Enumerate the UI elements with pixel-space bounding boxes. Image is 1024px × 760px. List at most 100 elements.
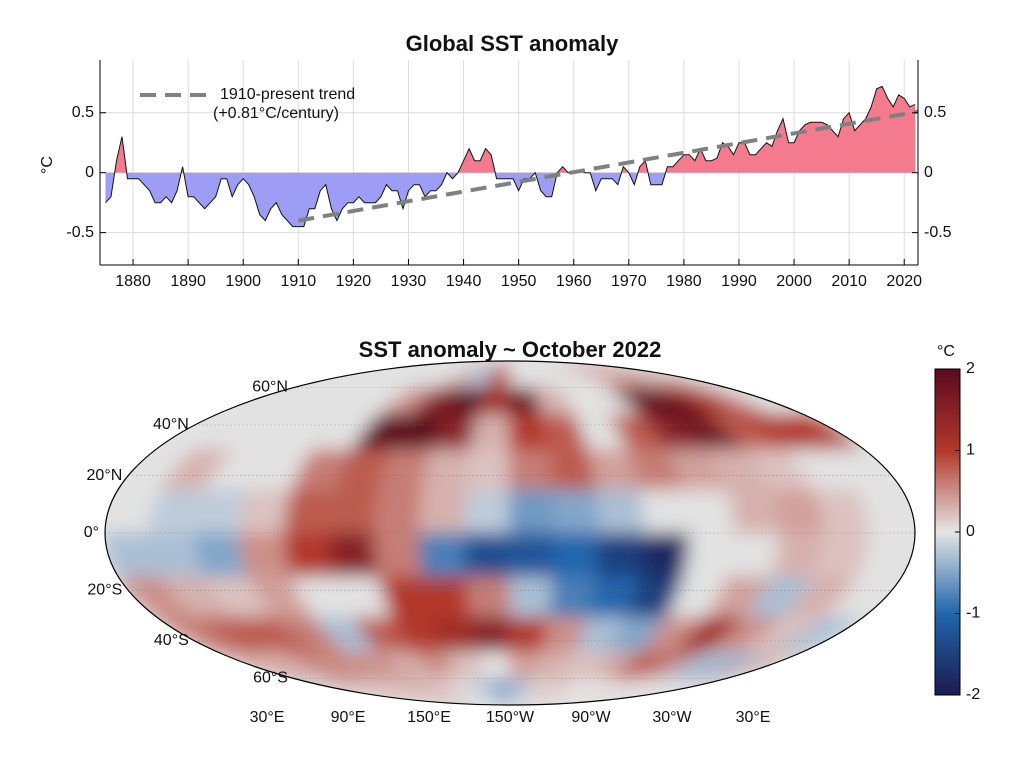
- anomaly-cell: [770, 533, 827, 577]
- anomaly-cell: [677, 387, 772, 415]
- anomaly-cell: [411, 651, 463, 679]
- anomaly-cell: [629, 387, 707, 415]
- anomaly-cell: [238, 489, 294, 533]
- anomaly-cell: [704, 617, 786, 652]
- lon-tick-label: 90°W: [571, 709, 611, 726]
- anomaly-cell: [105, 533, 163, 577]
- anomaly-cell: [639, 533, 692, 577]
- anomaly-cell: [509, 387, 544, 415]
- anomaly-cell: [744, 576, 816, 617]
- land-cell: [823, 576, 903, 617]
- anomaly-cell: [378, 449, 433, 490]
- land-cell: [234, 414, 316, 449]
- land-cell: [346, 387, 415, 415]
- legend-label: 1910-present trend: [220, 86, 355, 103]
- anomaly-cell: [557, 651, 609, 679]
- anomaly-cell: [508, 533, 557, 577]
- x-tick-label: 1930: [391, 273, 427, 290]
- colorbar-tick-label: 0: [966, 523, 975, 540]
- colorbar-tick-label: -1: [966, 605, 980, 622]
- colorbar-tick-label: 1: [966, 442, 975, 459]
- x-tick-label: 2010: [831, 273, 867, 290]
- x-tick-label: 2000: [776, 273, 812, 290]
- anomaly-cell: [509, 651, 544, 679]
- anomaly-cell: [508, 576, 555, 617]
- land-cell: [857, 489, 915, 533]
- land-cell: [538, 365, 607, 388]
- lat-tick-label: 40°S: [154, 632, 189, 649]
- anomaly-cell: [705, 576, 773, 617]
- anomaly-cell: [281, 651, 367, 679]
- legend-subtitle: (+0.81°C/century): [213, 105, 339, 122]
- anomaly-cell: [418, 489, 468, 533]
- x-tick-label: 1980: [666, 273, 702, 290]
- land-cell: [683, 489, 737, 533]
- anomaly-cell: [346, 651, 415, 679]
- x-tick-label: 1970: [611, 273, 647, 290]
- land-cell: [105, 489, 163, 533]
- land-cell: [312, 414, 381, 449]
- x-tick-label: 1880: [115, 273, 151, 290]
- land-cell: [581, 387, 641, 415]
- x-tick-label: 1950: [501, 273, 537, 290]
- anomaly-cell: [238, 533, 294, 577]
- anomaly-cell: [677, 651, 772, 679]
- land-cell: [639, 489, 692, 533]
- land-cell: [281, 387, 367, 415]
- anomaly-cell: [461, 678, 501, 701]
- anomaly-cell: [577, 678, 703, 701]
- anomaly-cell: [365, 678, 462, 701]
- land-cell: [293, 365, 434, 388]
- anomaly-cell: [328, 489, 381, 533]
- land-cell: [247, 449, 315, 490]
- lon-tick-label: 30°W: [652, 709, 692, 726]
- anomaly-cell: [552, 533, 602, 577]
- land-cell: [783, 449, 860, 490]
- y-tick-label: 0: [85, 164, 94, 181]
- anomaly-cell: [293, 678, 434, 701]
- anomaly-cell: [737, 414, 826, 449]
- anomaly-cell: [541, 414, 590, 449]
- anomaly-cell: [587, 576, 642, 617]
- land-cell: [529, 365, 583, 388]
- anomaly-cell: [639, 617, 708, 652]
- land-cell: [248, 387, 343, 415]
- lat-tick-label: 60°N: [252, 379, 288, 396]
- anomaly-cell: [552, 489, 602, 533]
- lat-tick-label: 20°N: [87, 467, 123, 484]
- anomaly-cell: [558, 678, 655, 701]
- anomaly-cell: [373, 489, 424, 533]
- anomaly-cell: [639, 414, 708, 449]
- anomaly-cell: [430, 414, 479, 449]
- plot-area: [100, 60, 919, 265]
- anomaly-cell: [351, 617, 414, 652]
- anomaly-cell: [770, 489, 827, 533]
- anomaly-cell: [283, 533, 337, 577]
- anomaly-cell: [538, 678, 607, 701]
- x-tick-label: 1920: [336, 273, 372, 290]
- anomaly-cell: [341, 678, 453, 701]
- lon-tick-label: 90°E: [331, 709, 366, 726]
- y-tick-label: 0.5: [72, 104, 94, 121]
- lat-tick-label: 20°S: [87, 582, 122, 599]
- anomaly-cell: [769, 617, 865, 652]
- anomaly-cell: [465, 576, 512, 617]
- anomaly-cell: [596, 533, 647, 577]
- anomaly-cell: [548, 678, 631, 701]
- anomaly-cell: [444, 387, 487, 415]
- anomaly-cell: [587, 449, 642, 490]
- lat-tick-label: 40°N: [153, 416, 189, 433]
- anomaly-cell: [813, 489, 872, 533]
- anomaly-cell: [605, 387, 674, 415]
- trend-line: [297, 109, 919, 223]
- anomaly-cell: [704, 414, 786, 449]
- anomaly-cell: [485, 678, 511, 701]
- anomaly-cell: [463, 489, 512, 533]
- anomaly-cell: [586, 678, 727, 701]
- anomaly-cell: [548, 576, 599, 617]
- x-tick-label: 1900: [225, 273, 261, 290]
- anomaly-cell: [193, 489, 250, 533]
- anomaly-cell: [313, 651, 391, 679]
- anomaly-cell: [378, 576, 433, 617]
